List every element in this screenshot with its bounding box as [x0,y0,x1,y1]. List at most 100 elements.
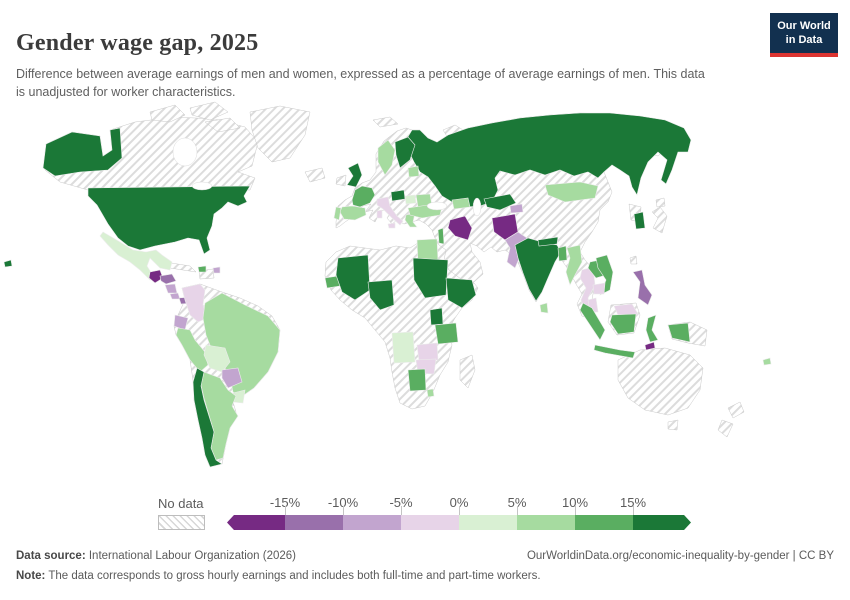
country-peru[interactable] [175,327,209,373]
country-bangladesh[interactable] [557,245,568,262]
legend-segment-1[interactable] [285,515,343,530]
legend-color-bar[interactable] [227,515,691,530]
country-sicily[interactable] [387,222,396,229]
country-india[interactable] [514,237,562,302]
country-france[interactable] [351,185,376,208]
country-angola[interactable] [391,331,416,364]
country-indonesia-sulawesi[interactable] [645,314,659,343]
country-sudan[interactable] [412,257,449,299]
country-mali[interactable] [335,254,371,301]
country-chile[interactable] [192,367,223,468]
country-argentina[interactable] [200,371,239,461]
caspian-sea [472,197,482,217]
legend-segment-2[interactable] [343,515,401,530]
country-greenland[interactable] [249,105,311,163]
country-ethiopia[interactable] [445,277,477,309]
country-indonesia-papua[interactable] [667,322,691,343]
country-georgia[interactable] [451,197,471,210]
legend-tickmark [633,506,634,515]
country-costa-rica[interactable] [169,292,181,300]
country-tajikistan[interactable] [509,203,524,214]
country-guatemala[interactable] [148,269,164,284]
no-data-swatch[interactable] [158,515,205,530]
page-title: Gender wage gap, 2025 [16,30,259,57]
country-sri-lanka[interactable] [539,302,549,314]
country-madagascar[interactable] [459,354,476,389]
country-italy[interactable] [376,196,404,226]
legend-segment-6[interactable] [575,515,633,530]
country-sardinia[interactable] [376,209,383,219]
no-data-label: No data [158,496,204,511]
legend-tick--5: -5% [389,495,413,510]
country-mongolia[interactable] [544,181,599,203]
new-zealand-south-island [717,419,734,438]
country-myanmar[interactable] [565,244,583,286]
country-honduras[interactable] [159,273,177,285]
country-ireland[interactable] [335,174,347,187]
country-hawaii[interactable] [3,259,13,268]
country-sweden[interactable] [377,139,396,176]
country-vietnam[interactable] [595,254,614,296]
country-hungary[interactable] [404,194,417,205]
country-uganda[interactable] [429,307,444,326]
country-portugal[interactable] [333,206,342,221]
legend-segment-4[interactable] [459,515,517,530]
country-alaska[interactable] [42,127,123,177]
country-tanzania[interactable] [434,322,459,345]
legend-tick-10: 10% [561,495,589,510]
chart-footer: Data source: International Labour Organi… [16,547,834,586]
country-united-states[interactable] [87,185,251,255]
data-countries [3,112,772,468]
country-iceland[interactable] [304,167,326,183]
country-cambodia[interactable] [592,282,606,295]
country-timor-leste[interactable] [644,341,656,351]
country-latvia[interactable] [407,165,420,178]
country-botswana[interactable] [407,368,427,392]
legend-tick-0: 0% [449,495,469,510]
country-puerto-rico[interactable] [212,266,221,274]
country-uzbekistan[interactable] [483,193,517,211]
country-zambia[interactable] [416,342,439,362]
country-brazil[interactable] [202,292,281,398]
country-finland[interactable] [394,136,416,169]
black-sea [426,201,448,211]
country-south-korea[interactable] [633,211,646,230]
country-nicaragua[interactable] [164,283,178,294]
arctic-islands-3 [204,117,241,133]
owid-logo[interactable]: Our World in Data [770,13,838,57]
country-philippines[interactable] [632,269,653,306]
svalbard [372,116,399,128]
country-israel[interactable] [437,227,445,245]
country-russia[interactable] [405,112,692,208]
legend-segment-3[interactable] [401,515,459,530]
country-australia[interactable] [617,347,704,416]
canonical-url[interactable]: OurWorldinData.org/economic-inequality-b… [526,550,834,562]
country-fiji[interactable] [762,357,772,366]
country-mexico[interactable] [99,231,173,281]
legend-tickmark [285,506,286,515]
country-indonesia-java[interactable] [593,344,636,359]
country-nepal[interactable] [537,236,559,247]
legend-tick-15: 15% [619,495,647,510]
legend-segment-7[interactable] [633,515,691,530]
legend-segment-5[interactable] [517,515,575,530]
country-new-zealand[interactable] [727,401,745,419]
legend-tickmark [343,506,344,515]
country-indonesia-borneo[interactable] [609,313,637,335]
country-nigeria[interactable] [367,279,395,311]
country-taiwan[interactable] [629,255,638,265]
country-austria[interactable] [390,189,406,202]
country-paraguay[interactable] [221,367,243,389]
legend-segment-0[interactable] [227,515,285,530]
country-indonesia-sumatra[interactable] [579,302,606,341]
country-iraq[interactable] [447,215,473,241]
country-spain[interactable] [339,205,367,221]
country-jamaica[interactable] [197,265,207,273]
country-malaysia-borneo[interactable] [613,303,639,316]
legend-tickmark [575,506,576,515]
country-lesotho[interactable] [426,388,435,398]
country-japan[interactable] [651,206,668,234]
country-united-kingdom[interactable] [346,162,363,188]
